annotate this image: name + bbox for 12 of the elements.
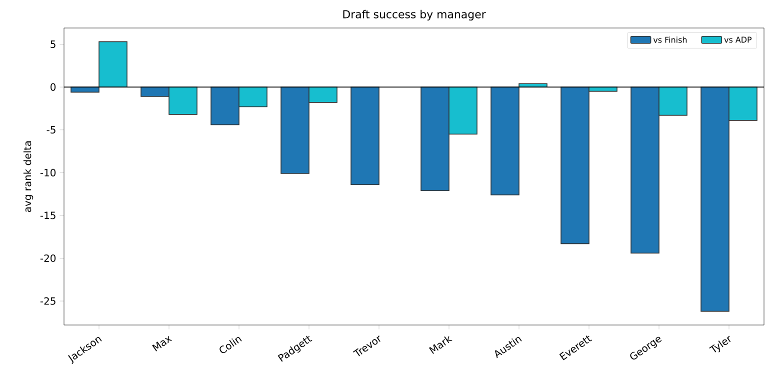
y-tick-label: 0 [50,83,56,91]
y-tick-label: -20 [40,254,56,262]
y-tick-label: 5 [50,40,56,48]
y-tick-label: -25 [40,297,56,305]
y-tick-label: -15 [40,212,56,220]
y-tick-label: -5 [46,126,56,134]
x-tick-label: Max [152,336,172,352]
y-axis-title: avg rank delta [23,141,34,212]
bar [350,86,380,186]
x-tick-label: Colin [220,336,242,354]
chart-title: Draft success by manager [343,10,486,20]
y-tick-label: -10 [40,168,56,176]
